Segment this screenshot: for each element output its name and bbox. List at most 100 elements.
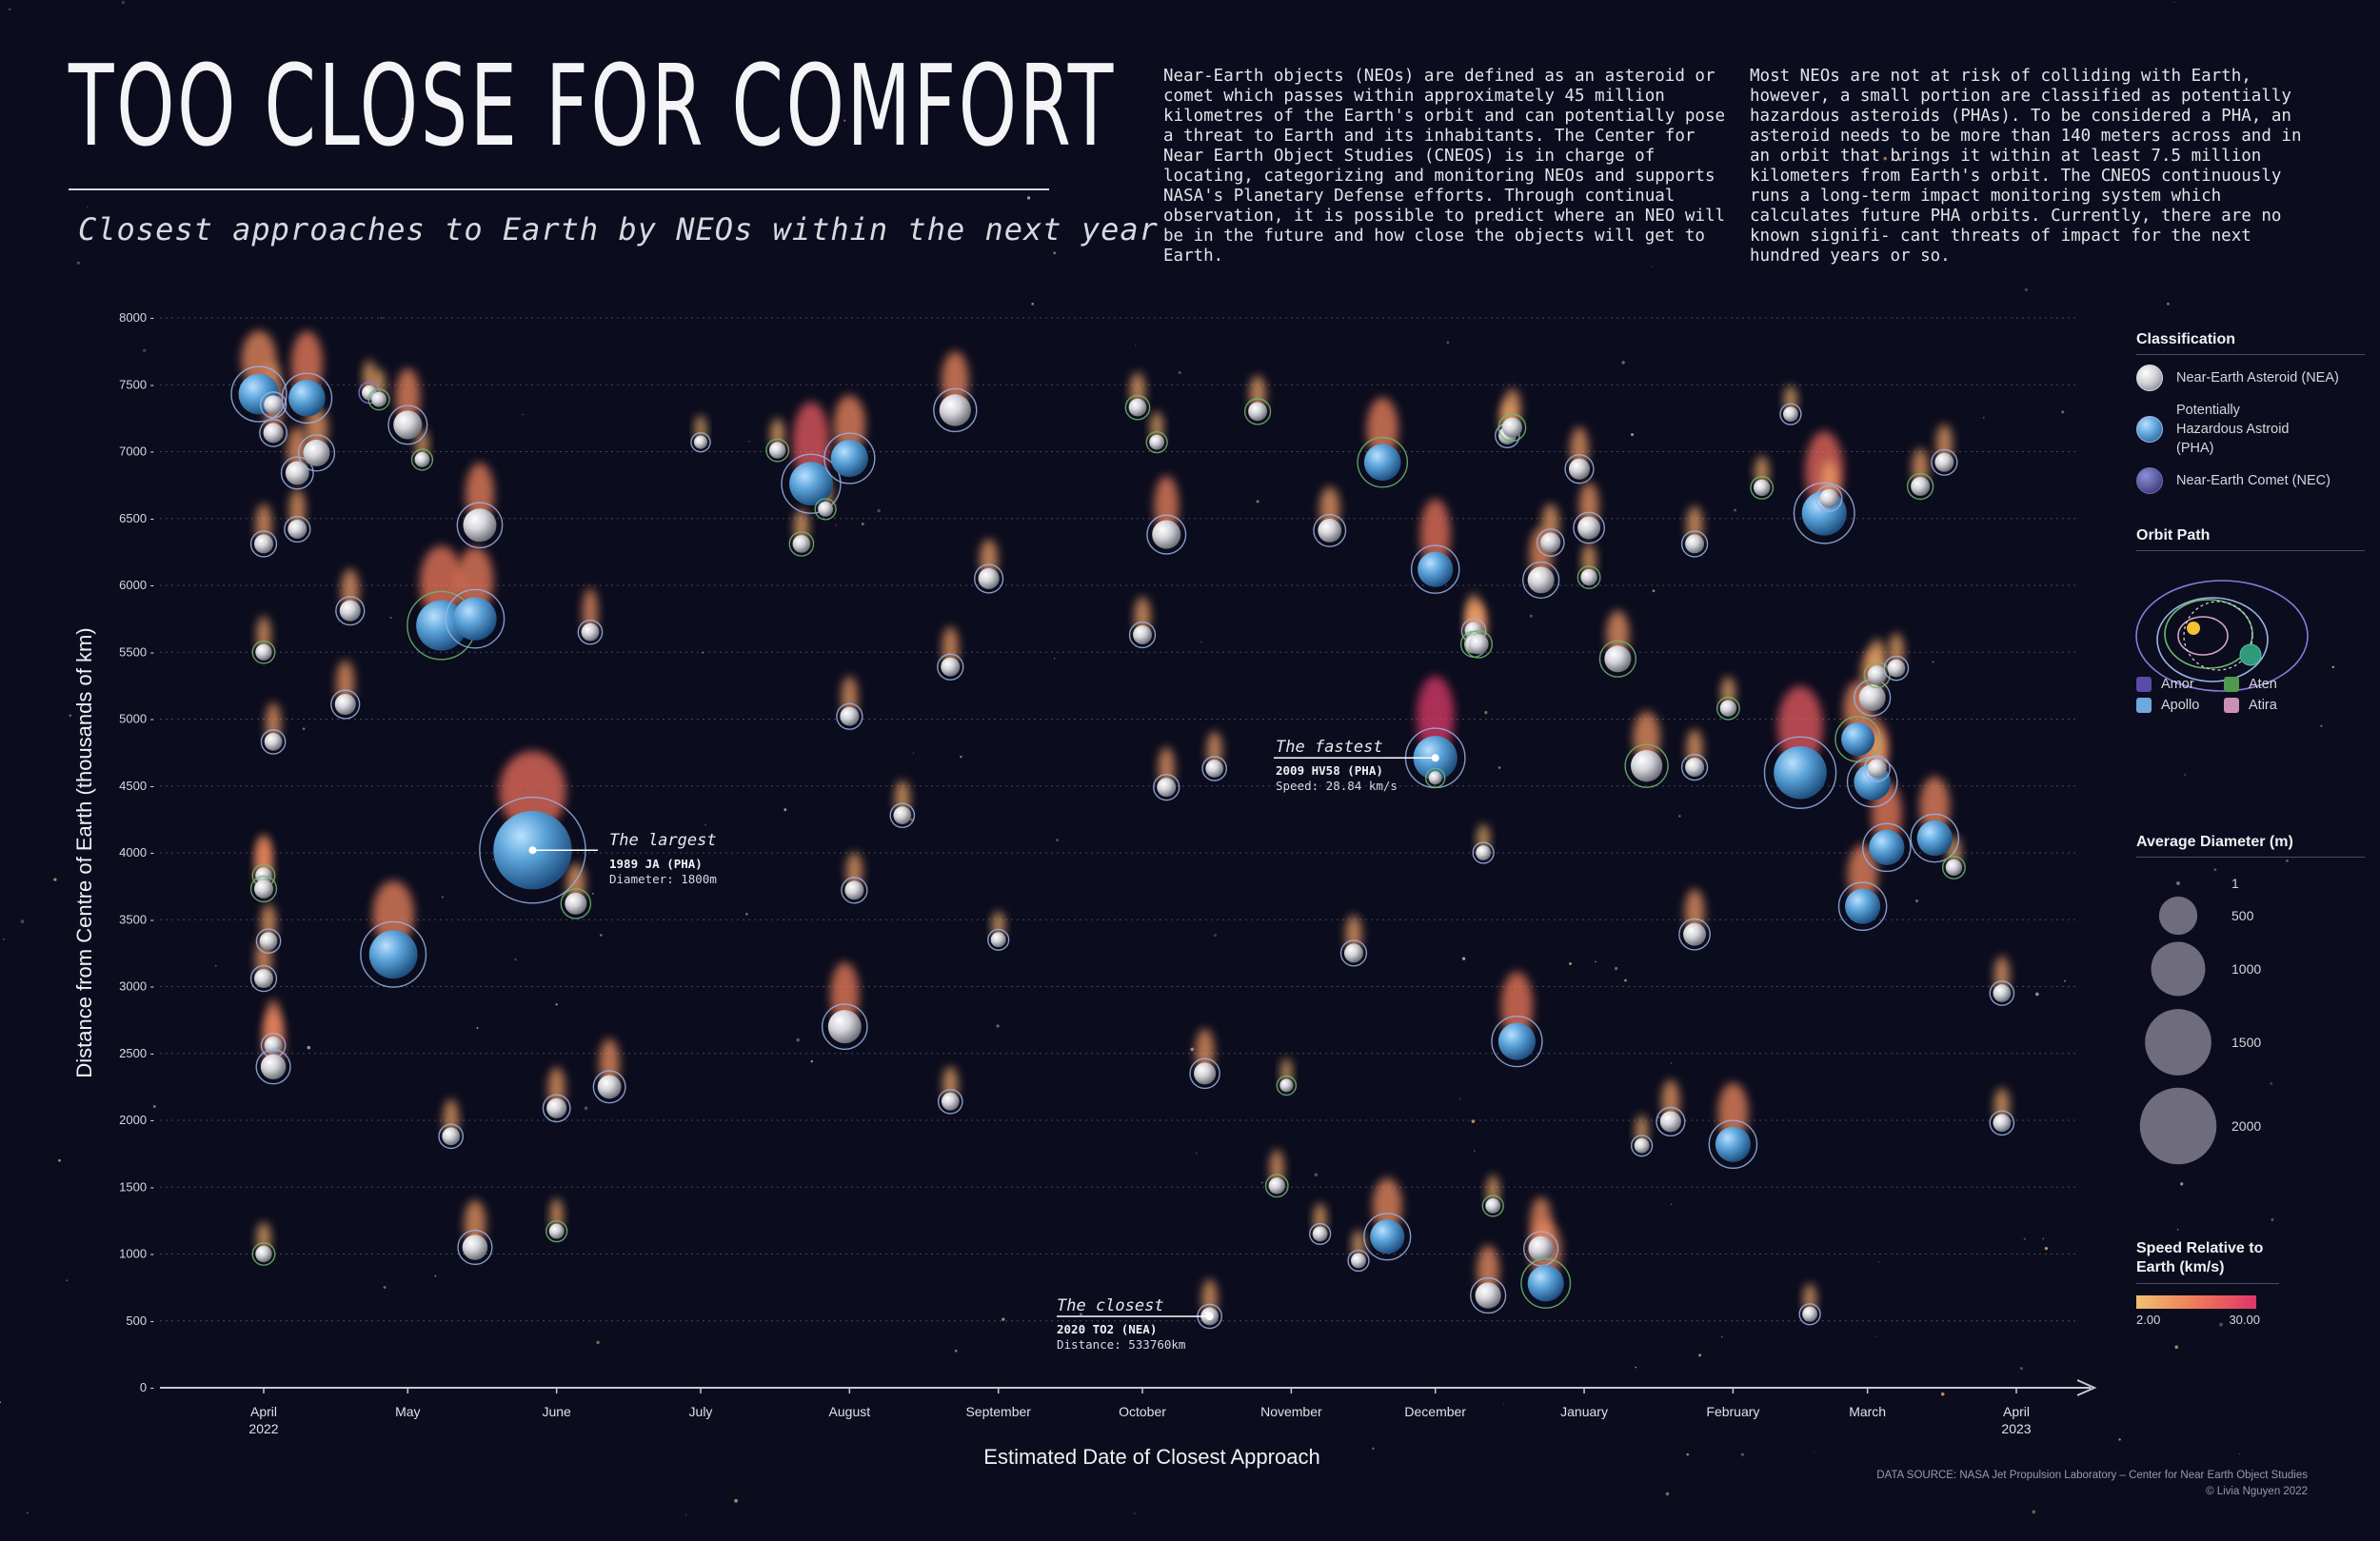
legend-item-amor: Amor: [2136, 677, 2224, 692]
star: [1461, 957, 1466, 960]
speed-trail: [894, 780, 910, 816]
orbit-ring: [1564, 454, 1595, 484]
neo-body: [1993, 1114, 2012, 1133]
orbit-ring: [251, 1242, 276, 1266]
neo-point: [1989, 1110, 2015, 1136]
speed-trail: [499, 751, 566, 832]
orbit-ring: [1481, 1195, 1504, 1217]
speed-trail: [1130, 372, 1145, 407]
orbit-ring: [1124, 394, 1151, 421]
star: [2270, 1082, 2273, 1085]
speed-trail: [261, 903, 277, 942]
neo-body: [1312, 1226, 1328, 1242]
orbit-ring: [889, 802, 916, 829]
speed-trail: [1633, 711, 1660, 763]
neo-point: [1124, 394, 1151, 421]
neo-point: [1313, 513, 1347, 547]
neo-body: [1685, 534, 1705, 554]
neo-point: [841, 877, 868, 904]
speed-trail: [456, 546, 494, 615]
neo-point: [836, 702, 863, 730]
star: [1733, 508, 1737, 512]
orbit-ring: [251, 640, 276, 664]
orbit-ring: [1798, 1303, 1821, 1326]
star: [1595, 960, 1597, 963]
star: [53, 878, 57, 881]
orbit-ring: [788, 531, 815, 557]
y-tick-label: 6500 -: [119, 511, 154, 525]
neo-point: [1883, 655, 1910, 682]
neo-body: [1858, 683, 1886, 712]
star: [960, 755, 962, 759]
neo-body: [1370, 1219, 1405, 1255]
orbit-ring: [1410, 544, 1460, 594]
neo-point: [1798, 1303, 1821, 1326]
star: [745, 913, 748, 916]
speed-trail: [1869, 639, 1886, 675]
star: [514, 958, 517, 961]
aten-swatch-icon: [2224, 677, 2239, 692]
neo-point: [1536, 528, 1565, 557]
neo-body: [1867, 759, 1887, 779]
legend-amor-label: Amor: [2161, 677, 2194, 692]
star: [2166, 302, 2170, 306]
star: [9, 8, 11, 10]
legend-orbit-heading: Orbit Path: [2136, 527, 2365, 551]
speed-trail: [1201, 1278, 1218, 1317]
orbit-ring: [1313, 513, 1347, 547]
star: [2320, 724, 2323, 727]
speed-trail: [1581, 543, 1597, 578]
star: [1877, 1261, 1880, 1263]
neo-point: [255, 928, 282, 955]
neo-point: [260, 729, 287, 755]
orbit-ring: [937, 653, 964, 681]
speed-trail: [833, 395, 866, 455]
neo-point: [1656, 1106, 1686, 1137]
annotation-title: The closest: [1057, 1296, 1164, 1315]
orbit-ring: [330, 689, 361, 720]
orbit-ring: [823, 432, 876, 484]
star: [1652, 589, 1656, 593]
orbit-ring: [230, 365, 288, 423]
x-tick-sublabel: 2022: [248, 1421, 278, 1436]
star: [2286, 859, 2289, 862]
orbit-ring: [297, 434, 336, 472]
star: [1260, 1181, 1263, 1184]
star: [796, 1037, 800, 1042]
neo-point: [690, 431, 711, 453]
speed-trail: [841, 676, 858, 718]
star: [1670, 1062, 1673, 1064]
orbit-ring: [1941, 856, 1966, 879]
pha-swatch-icon: [2136, 416, 2163, 443]
star: [76, 261, 80, 265]
neo-body: [1867, 665, 1887, 685]
orbit-ring: [1678, 918, 1711, 951]
neo-body: [941, 657, 961, 677]
star: [1079, 1313, 1082, 1316]
orbit-ring: [284, 515, 311, 543]
legend-diameter-heading: Average Diameter (m): [2136, 834, 2365, 858]
star: [152, 1105, 156, 1108]
orbit-ring: [255, 928, 282, 955]
legend-item-nea: Near-Earth Asteroid (NEA): [2136, 365, 2365, 391]
legend-speed: Speed Relative to Earth (km/s) 2.00 30.0…: [2136, 1239, 2365, 1327]
orbit-ring: [1763, 736, 1837, 809]
orbit-ring: [1708, 1119, 1758, 1170]
diameter-scale-label: 1000: [2231, 961, 2261, 977]
neo-body: [830, 439, 868, 478]
star: [1883, 156, 1887, 161]
star: [1914, 899, 1919, 903]
orbit-ring: [1470, 1276, 1507, 1314]
legend-classification-heading: Classification: [2136, 331, 2365, 355]
orbit-ring: [1577, 565, 1601, 590]
orbit-ring: [1523, 1231, 1559, 1267]
orbit-ring: [387, 405, 428, 445]
legend-apollo-label: Apollo: [2161, 698, 2200, 713]
neo-point: [1472, 841, 1495, 864]
speed-min-label: 2.00: [2136, 1313, 2161, 1327]
speed-trail: [1541, 504, 1559, 543]
star: [1492, 218, 1495, 221]
diameter-scale-circle: [2158, 896, 2198, 936]
